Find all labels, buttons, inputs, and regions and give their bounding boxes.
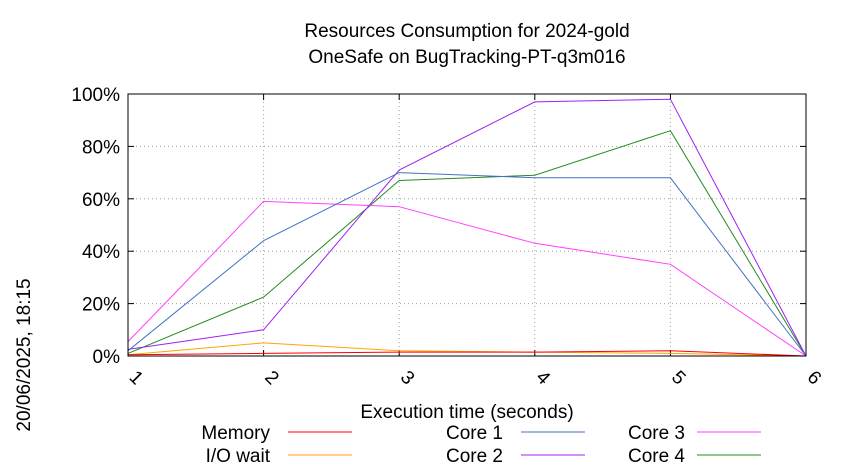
- series-line-core-2: [127, 98, 807, 357]
- grid: [128, 94, 806, 356]
- series-line-core-3: [127, 200, 807, 357]
- y-tick-label: 40%: [82, 242, 120, 263]
- legend-label: Core 3: [628, 423, 685, 444]
- x-tick-label: 6: [803, 367, 825, 389]
- series-line-i-o-wait: [127, 342, 807, 357]
- x-tick-label: 3: [396, 367, 418, 389]
- legend-label: Core 1: [446, 423, 503, 444]
- series-lines: [127, 98, 807, 357]
- y-tick-label: 20%: [82, 295, 120, 316]
- y-tick-label: 60%: [82, 190, 120, 211]
- legend-label: Memory: [201, 423, 270, 444]
- chart-title: Resources Consumption for 2024-gold: [304, 21, 629, 42]
- y-tick-label: 80%: [82, 137, 120, 158]
- series-line-core-1: [127, 172, 807, 357]
- x-tick-label: 4: [532, 367, 555, 390]
- series-line-core-4: [127, 130, 807, 357]
- plot-frame: [127, 93, 807, 357]
- axis-ticks: 0% 20% 40% 60% 80% 100% 1 2 3 4 5 6: [71, 85, 825, 390]
- x-axis-label: Execution time (seconds): [360, 402, 573, 423]
- legend-label: I/O wait: [206, 446, 271, 467]
- timestamp-label: 20/06/2025, 18:15: [14, 278, 35, 431]
- x-tick-label: 5: [667, 367, 689, 389]
- x-tick-label: 1: [125, 367, 147, 389]
- series-line-memory: [127, 350, 807, 357]
- legend-label: Core 2: [446, 446, 503, 467]
- x-tick-label: 2: [260, 367, 282, 389]
- y-tick-label: 100%: [71, 85, 120, 106]
- legend-label: Core 4: [628, 446, 685, 467]
- y-tick-label: 0%: [93, 347, 121, 368]
- chart-subtitle: OneSafe on BugTracking-PT-q3m016: [308, 47, 625, 68]
